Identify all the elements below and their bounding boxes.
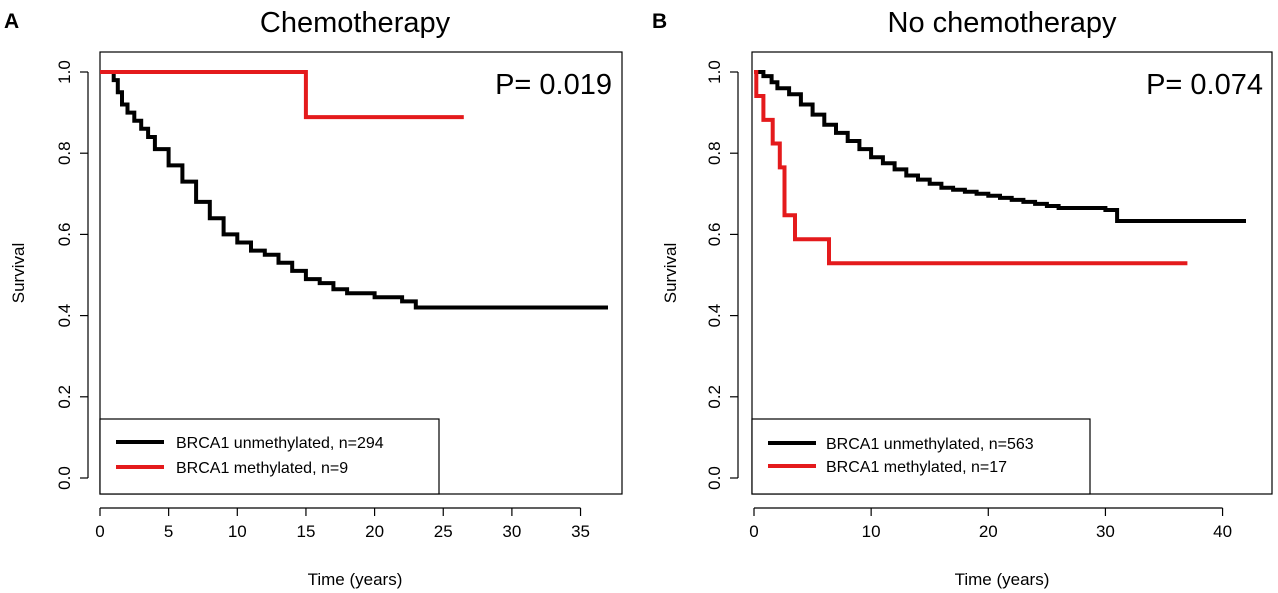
panel-letter: A [4, 10, 19, 33]
x-tick-label: 40 [1213, 522, 1232, 541]
y-tick-label: 0.0 [55, 466, 74, 490]
legend-label-unmethylated: BRCA1 unmethylated, n=563 [826, 436, 1034, 453]
panel-title: Chemotherapy [260, 7, 451, 39]
y-tick-label: 0.0 [705, 466, 724, 490]
panel-b: B No chemotherapy 0 10 20 30 400.00.20.40.60… [652, 7, 1273, 589]
y-tick-label: 0.2 [705, 385, 724, 409]
x-tick-label: 5 [164, 522, 173, 541]
legend-box [99, 418, 440, 495]
legend: BRCA1 unmethylated, n=563 BRCA1 methylat… [751, 418, 1091, 495]
x-tick-label: 25 [434, 522, 453, 541]
y-tick-label: 0.2 [55, 385, 74, 409]
legend-label-methylated: BRCA1 methylated, n=17 [826, 459, 1007, 476]
x-tick-label: 10 [228, 522, 247, 541]
x-tick-label: 15 [296, 522, 315, 541]
curves [754, 70, 1246, 266]
legend: BRCA1 unmethylated, n=294 BRCA1 methylat… [99, 418, 440, 495]
panel-title: No chemotherapy [888, 7, 1117, 39]
x-tick-label: 35 [571, 522, 590, 541]
x-tick-label: 0 [95, 522, 104, 541]
axes: 0 5 10 15 20 25 30 35 0.0 0.2 0.4 0.6 0.8 1.0 [55, 60, 590, 541]
series-line-unmethylated [100, 70, 608, 310]
axes: 0 10 20 30 40 0.0 0.2 0.4 0.6 0.8 1.0 [705, 60, 1232, 541]
y-tick-label: 1.0 [705, 60, 724, 84]
y-tick-label: 0.4 [55, 304, 74, 328]
legend-box [751, 418, 1091, 495]
x-tick-label: 10 [862, 522, 881, 541]
legend-label-methylated: BRCA1 methylated, n=9 [176, 460, 348, 477]
y-tick-label: 0.8 [55, 141, 74, 165]
legend-label-unmethylated: BRCA1 unmethylated, n=294 [176, 435, 384, 452]
panel-a: A Chemotherapy 0 5 10 15 20 25 30 35 0.0 0.2 0.4 0.… [4, 7, 623, 589]
y-tick-label: 0.6 [705, 223, 724, 247]
y-axis-title: Survival [661, 243, 680, 303]
x-axis-title: Time (years) [308, 570, 403, 589]
series-line-methylated [754, 70, 1188, 266]
series-line-unmethylated [754, 70, 1246, 223]
p-value-annotation: P= 0.074 [1146, 69, 1263, 101]
p-value-annotation: P= 0.019 [495, 69, 612, 101]
x-tick-label: 20 [979, 522, 998, 541]
x-tick-label: 20 [365, 522, 384, 541]
series-line-methylated [100, 70, 464, 120]
x-tick-label: 30 [502, 522, 521, 541]
y-tick-label: 1.0 [55, 60, 74, 84]
y-axis-title: Survival [9, 243, 28, 303]
y-tick-label: 0.4 [705, 304, 724, 328]
x-axis-title: Time (years) [955, 570, 1050, 589]
y-tick-label: 0.8 [705, 141, 724, 165]
x-tick-label: 0 [749, 522, 758, 541]
curves [100, 70, 608, 310]
panel-letter: B [652, 10, 667, 33]
x-tick-label: 30 [1096, 522, 1115, 541]
y-tick-label: 0.6 [55, 223, 74, 247]
